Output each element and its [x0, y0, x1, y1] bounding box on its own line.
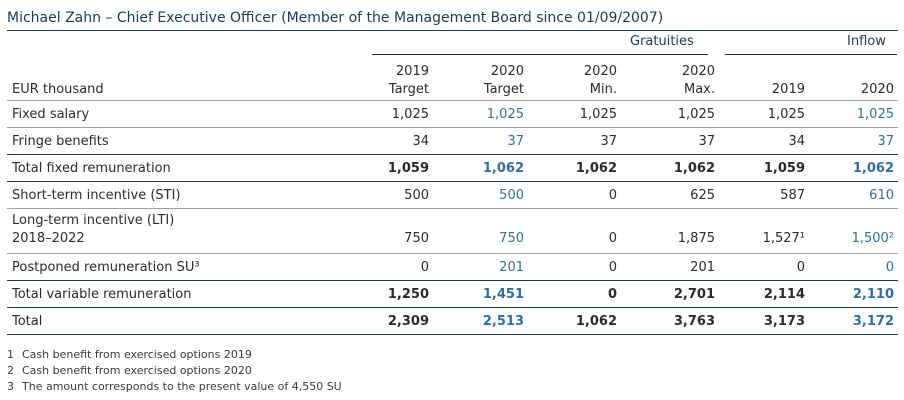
column-header: 2019 Target [388, 64, 429, 97]
footnotes: 1 Cash benefit from exercised options 201… [7, 347, 342, 395]
gratuities-group-header: Gratuities [630, 34, 694, 49]
column-header-label: EUR thousand [12, 82, 104, 97]
table-row: Long-term incentive (LTI) 2018–2022 750 7… [7, 208, 898, 254]
inflow-group-rule [725, 54, 897, 55]
table-row: Fringe benefits 34 37 37 37 34 37 [7, 127, 898, 155]
table-row: Short-term incentive (STI) 500 500 0 625… [7, 181, 898, 209]
table-row: Total fixed remuneration 1,059 1,062 1,0… [7, 154, 898, 182]
column-header: 2020 Target [483, 64, 524, 97]
footnote: 2 Cash benefit from exercised options 202… [7, 364, 252, 377]
column-header: 2020 Max. [681, 64, 715, 97]
table-row: Total variable remuneration 1,250 1,451 … [7, 280, 898, 308]
table-row: Postponed remuneration SU³ 0 201 0 201 0… [7, 253, 898, 281]
table-row: Total 2,309 2,513 1,062 3,763 3,173 3,17… [7, 307, 898, 335]
remuneration-table: EUR thousand 2019 Target 2020 Target 2020 M… [7, 59, 898, 335]
table-header-row: EUR thousand 2019 Target 2020 Target 2020 M… [7, 59, 898, 101]
table-row: Fixed salary 1,025 1,025 1,025 1,025 1,0… [7, 100, 898, 128]
gratuities-group-rule [372, 54, 708, 55]
table-title: Michael Zahn – Chief Executive Officer (… [7, 8, 898, 31]
inflow-group-header: Inflow [847, 34, 886, 49]
footnote: 3 The amount corresponds to the present v… [7, 380, 342, 393]
column-header: 2020 [860, 82, 894, 97]
footnote: 1 Cash benefit from exercised options 201… [7, 348, 252, 361]
column-header: 2020 Min. [583, 64, 617, 97]
column-header: 2019 [771, 82, 805, 97]
